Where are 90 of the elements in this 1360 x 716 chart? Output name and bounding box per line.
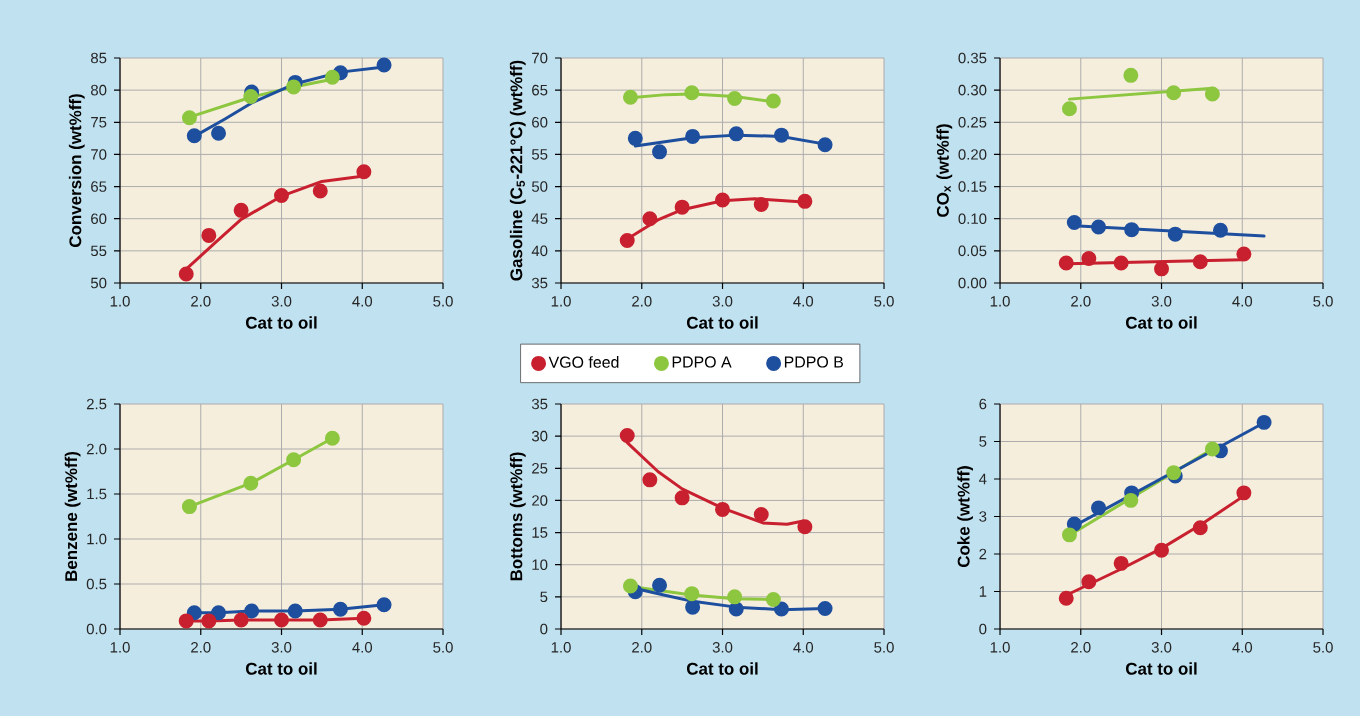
y-tick-label: 1.5 — [87, 488, 107, 500]
x-axis-title: Cat to oil — [686, 662, 758, 675]
x-tick-label: 3.0 — [1151, 296, 1172, 307]
x-tick-label: 1.0 — [551, 642, 571, 653]
x-axis-title: Cat to oil — [245, 316, 317, 329]
x-tick-label: 1.0 — [990, 642, 1010, 653]
y-tick-label: 2.5 — [86, 398, 107, 410]
y-tick-label: 35 — [531, 277, 548, 289]
y-tick-label: 2 — [979, 548, 987, 560]
y-tick-label: 55 — [90, 245, 107, 257]
x-axis-title: Cat to oil — [1125, 316, 1197, 329]
x-tick-label: 4.0 — [1232, 642, 1253, 653]
y-tick-label: 0.25 — [958, 116, 987, 128]
x-axis-title: Cat to oil — [245, 662, 317, 675]
y-tick-label: 0.30 — [958, 84, 987, 96]
y-axis-title: Gasoline (C$_{5}$-221°C) (wt%ff) — [509, 60, 526, 281]
y-tick-label: 75 — [91, 117, 107, 128]
y-tick-label: 5 — [540, 591, 548, 603]
y-tick-label: 1 — [979, 586, 987, 597]
x-tick-label: 5.0 — [1313, 296, 1333, 307]
x-tick-label: 1.0 — [990, 296, 1010, 307]
y-tick-label: 0 — [540, 623, 548, 635]
y-tick-label: 4 — [979, 473, 987, 485]
y-tick-label: 55 — [531, 149, 548, 160]
y-axis-title: CO$_{x}$ (wt%ff) — [936, 124, 953, 217]
y-tick-label: 5 — [979, 436, 987, 447]
x-tick-label: 3.0 — [271, 642, 292, 653]
x-tick-label: 2.0 — [191, 642, 211, 653]
y-tick-label: 70 — [532, 52, 548, 64]
x-tick-label: 4.0 — [793, 642, 814, 653]
x-tick-label: 3.0 — [271, 296, 292, 307]
y-tick-label: 50 — [90, 277, 107, 289]
y-tick-label: 0 — [979, 623, 987, 635]
x-tick-label: 2.0 — [632, 642, 652, 653]
y-tick-label: 70 — [91, 149, 107, 160]
x-tick-label: 2.0 — [1071, 642, 1091, 653]
y-tick-label: 0.10 — [958, 213, 987, 225]
x-axis-title: Cat to oil — [686, 316, 758, 329]
x-tick-label: 2.0 — [191, 296, 211, 307]
y-tick-label: 0.05 — [958, 245, 987, 257]
y-tick-label: 65 — [532, 84, 548, 96]
x-tick-label: 3.0 — [712, 296, 733, 307]
y-tick-label: 60 — [532, 116, 548, 128]
y-tick-label: 0.15 — [958, 181, 987, 192]
x-tick-label: 5.0 — [1313, 642, 1333, 653]
x-tick-label: 2.0 — [1071, 296, 1091, 307]
x-axis-title: Cat to oil — [1125, 662, 1197, 675]
y-tick-label: 80 — [91, 84, 107, 96]
legend-label: PDPO A — [672, 356, 732, 368]
y-tick-label: 35 — [531, 398, 548, 410]
x-tick-label: 4.0 — [793, 296, 814, 307]
y-axis-title: Benzene (wt%ff) — [64, 451, 81, 581]
y-tick-label: 0.35 — [958, 52, 987, 64]
x-tick-label: 4.0 — [352, 296, 373, 307]
y-tick-label: 2.0 — [86, 443, 107, 455]
y-tick-label: 0.0 — [86, 623, 107, 635]
legend-label: VGO feed — [548, 356, 619, 368]
y-tick-label: 15 — [532, 527, 548, 538]
y-tick-label: 40 — [531, 245, 548, 257]
y-tick-label: 0.5 — [86, 578, 107, 590]
x-tick-label: 4.0 — [352, 642, 373, 653]
x-tick-label: 5.0 — [874, 642, 894, 653]
y-axis-title: Coke (wt%ff) — [957, 466, 973, 568]
x-tick-label: 5.0 — [433, 642, 453, 653]
y-tick-label: 65 — [91, 181, 107, 192]
y-tick-label: 85 — [91, 52, 107, 64]
y-tick-label: 0.00 — [958, 277, 987, 289]
y-tick-label: 20 — [532, 495, 548, 506]
x-tick-label: 1.0 — [551, 296, 571, 307]
x-tick-label: 1.0 — [110, 296, 130, 307]
y-axis-title: Bottoms (wt%ff) — [509, 452, 526, 581]
x-tick-label: 4.0 — [1232, 296, 1253, 307]
y-tick-label: 10 — [532, 559, 548, 571]
legend-label: PDPO B — [784, 356, 843, 368]
x-tick-label: 5.0 — [433, 296, 453, 307]
y-tick-label: 1.0 — [87, 533, 107, 545]
y-tick-label: 45 — [531, 213, 548, 224]
y-axis-title: Conversion (wt%ff) — [68, 94, 85, 247]
x-tick-label: 1.0 — [110, 642, 130, 653]
y-tick-label: 50 — [531, 181, 548, 192]
y-tick-label: 25 — [532, 462, 548, 474]
x-tick-label: 5.0 — [874, 296, 894, 307]
y-tick-label: 30 — [531, 430, 548, 442]
x-tick-label: 3.0 — [1151, 642, 1172, 653]
x-tick-label: 3.0 — [712, 642, 733, 653]
y-tick-label: 6 — [979, 398, 987, 410]
y-tick-label: 60 — [91, 213, 107, 225]
y-tick-label: 3 — [979, 511, 987, 522]
y-tick-label: 0.20 — [958, 149, 987, 160]
x-tick-label: 2.0 — [632, 296, 652, 307]
